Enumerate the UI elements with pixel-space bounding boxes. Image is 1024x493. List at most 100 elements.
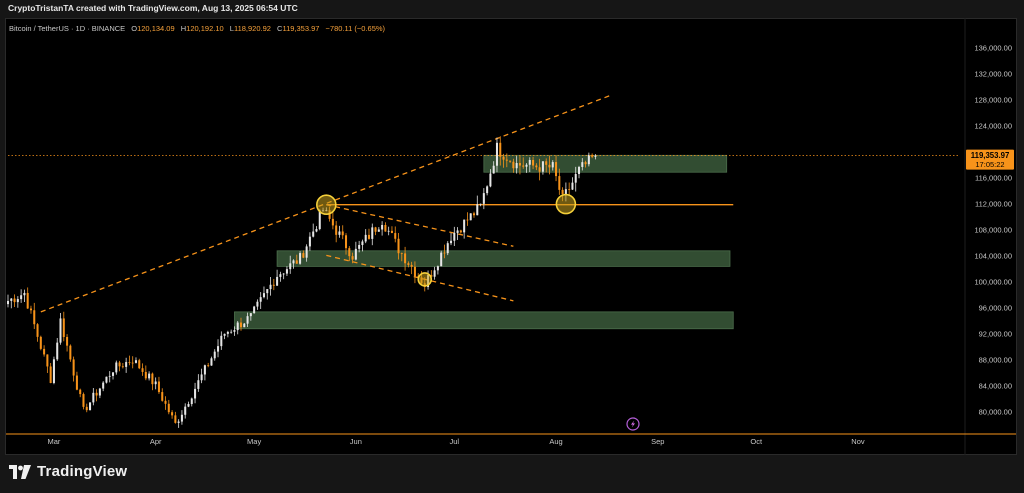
candle [390, 226, 393, 234]
candle-body [289, 263, 292, 270]
close-label: C [277, 24, 283, 33]
candle-body [138, 360, 141, 369]
candle [66, 334, 69, 352]
candle-body [43, 348, 46, 355]
candle-body [89, 402, 92, 411]
candle [26, 287, 29, 309]
candle [23, 289, 26, 302]
high-value: 120,192.10 [186, 24, 224, 33]
candle [167, 399, 170, 415]
candle-body [489, 173, 492, 187]
candle [285, 266, 288, 276]
candle [499, 136, 502, 166]
open-label: O [131, 24, 138, 33]
x-tick-label: Jun [350, 437, 362, 446]
candle [308, 232, 311, 251]
y-tick-label: 108,000.00 [974, 225, 1012, 234]
candle [121, 363, 124, 369]
candle [43, 345, 46, 357]
candle-body [134, 360, 138, 363]
candle [210, 356, 213, 366]
candle-body [210, 358, 213, 366]
candle [46, 354, 49, 373]
candle [226, 330, 229, 338]
marker-circle-2 [417, 272, 433, 287]
candle [177, 419, 180, 428]
candle-body [433, 270, 436, 277]
tradingview-brand[interactable]: TradingView [9, 463, 127, 480]
candle [305, 244, 308, 262]
candle-body [249, 313, 252, 317]
candle [200, 368, 203, 384]
candle [138, 358, 141, 370]
candle-body [292, 260, 295, 264]
candle-body [495, 142, 498, 166]
candle [492, 161, 495, 174]
candle [292, 259, 295, 269]
candle [276, 269, 279, 286]
candle-body [404, 253, 407, 264]
support-zones [234, 154, 734, 330]
candle [72, 356, 75, 382]
candle-body [545, 161, 548, 165]
candle-body [450, 240, 453, 244]
candle-body [148, 373, 151, 379]
candle-body [532, 160, 535, 166]
candle-body [56, 342, 59, 360]
candle-body [331, 218, 334, 226]
candle-body [154, 381, 157, 385]
zone-1 [483, 154, 728, 173]
candle-body [384, 224, 387, 232]
candle-body [10, 298, 13, 301]
x-tick-label: Aug [549, 437, 562, 446]
candle-body [574, 174, 577, 183]
candle-body [6, 300, 10, 305]
candle [479, 203, 482, 207]
candle-body [262, 293, 265, 298]
candle-body [151, 373, 154, 385]
candle-body [541, 161, 544, 172]
candle-body [535, 165, 538, 168]
candle [518, 155, 521, 175]
candle [249, 313, 252, 321]
candle-body [125, 362, 128, 367]
candle [98, 387, 101, 399]
candle-body [180, 414, 183, 422]
candle [171, 410, 174, 419]
candle [515, 156, 518, 174]
candle-body [318, 210, 321, 230]
low-value: 118,920.92 [233, 24, 271, 33]
event-icon[interactable] [626, 417, 640, 431]
candle-body [482, 193, 485, 204]
chart-panel[interactable] [5, 18, 1017, 455]
y-tick-label: 128,000.00 [974, 95, 1012, 104]
candle [164, 396, 167, 410]
candle-body [463, 219, 466, 233]
candle [10, 298, 13, 309]
candle-body [591, 154, 594, 157]
candle [571, 177, 574, 190]
candle [509, 160, 512, 163]
candle-body [410, 264, 413, 267]
candle-body [20, 295, 23, 300]
candle-body [223, 333, 226, 336]
candle [266, 289, 269, 300]
candle [574, 166, 577, 192]
candle [443, 244, 446, 259]
candle [236, 320, 239, 335]
candle-body [564, 189, 567, 195]
candle-body [584, 162, 587, 165]
candle [384, 222, 387, 232]
candle [338, 225, 341, 238]
candle-body [285, 269, 288, 274]
candle-body [430, 275, 433, 277]
candle-body [509, 160, 512, 162]
change-value: −780.11 (−0.65%) [325, 24, 386, 33]
candle-body [305, 246, 308, 258]
candle [184, 403, 187, 419]
candle [404, 246, 407, 271]
candle [79, 388, 82, 398]
candle [459, 229, 462, 234]
candle [69, 344, 72, 362]
